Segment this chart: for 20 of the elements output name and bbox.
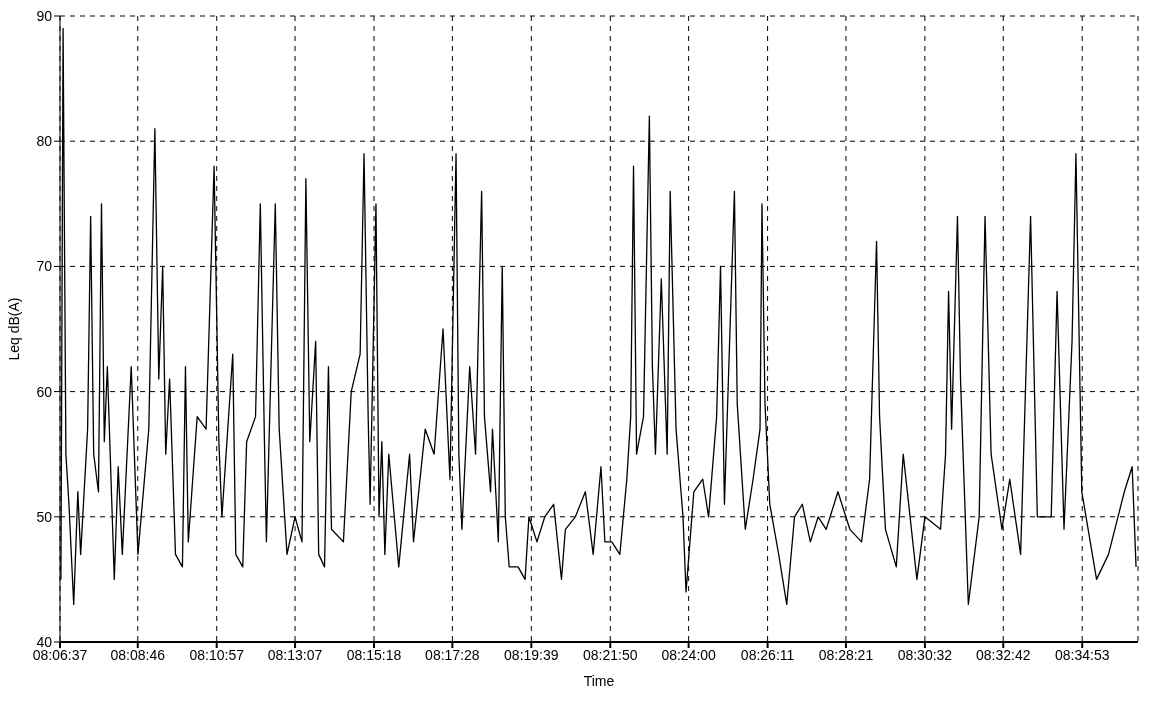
x-tick-label: 08:21:50 — [583, 646, 638, 663]
y-axis-title: Leq dB(A) — [5, 297, 22, 361]
x-tick-label: 08:26:11 — [740, 646, 795, 663]
x-tick-label: 08:19:39 — [504, 646, 559, 663]
x-axis-title: Time — [583, 673, 615, 689]
y-tick-label: 70 — [36, 258, 53, 275]
y-tick-label: 80 — [36, 133, 53, 150]
x-tick-label: 08:13:07 — [267, 646, 323, 663]
x-tick-label: 08:32:42 — [976, 646, 1031, 663]
y-tick-label: 90 — [36, 7, 53, 24]
x-tick-label: 08:10:57 — [189, 646, 245, 663]
x-tick-label: 08:15:18 — [346, 646, 402, 663]
x-tick-label: 08:30:32 — [897, 646, 953, 663]
x-tick-label: 08:28:21 — [818, 646, 874, 663]
x-tick-label: 08:34:53 — [1054, 646, 1110, 663]
y-tick-label: 60 — [36, 383, 53, 400]
y-tick-label: 50 — [36, 508, 53, 525]
x-tick-label: 08:08:46 — [110, 646, 166, 663]
x-tick-label: 08:24:00 — [661, 646, 717, 663]
x-tick-label: 08:17:28 — [425, 646, 480, 663]
